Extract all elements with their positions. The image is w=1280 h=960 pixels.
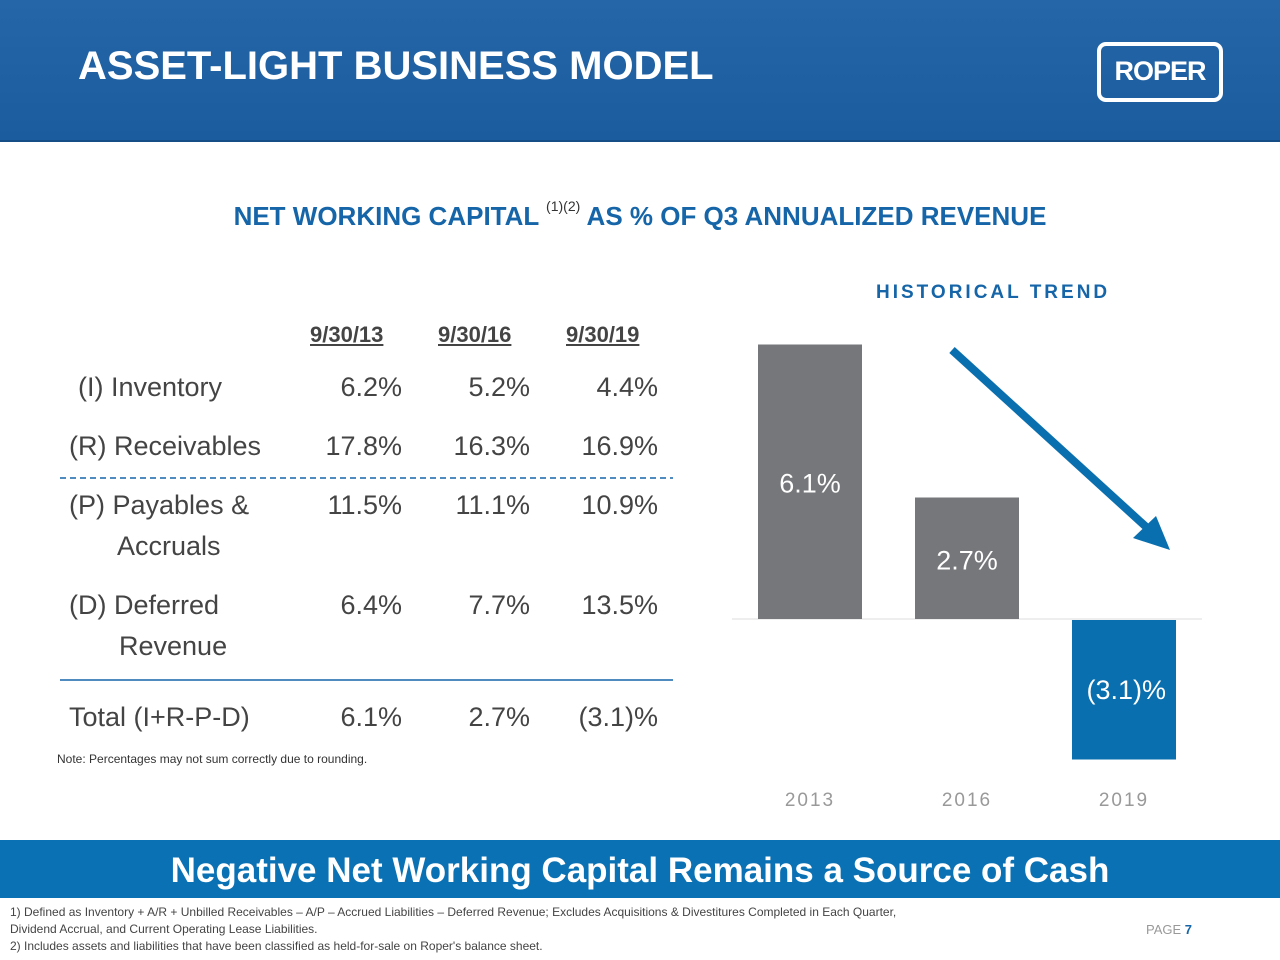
data-label: 6.1% bbox=[779, 469, 841, 499]
x-tick-label: 2016 bbox=[942, 790, 992, 811]
table-cell: 6.4% bbox=[340, 590, 402, 620]
table-cell: 13.5% bbox=[581, 590, 658, 620]
table-note: Note: Percentages may not sum correctly … bbox=[57, 752, 368, 766]
col-header: 9/30/19 bbox=[566, 322, 640, 347]
x-tick-label: 2019 bbox=[1099, 790, 1149, 811]
chart-title: HISTORICAL TREND bbox=[876, 282, 1111, 303]
table-cell: 4.4% bbox=[596, 372, 658, 402]
row-label: (I) Inventory bbox=[78, 372, 223, 402]
col-header: 9/30/13 bbox=[310, 322, 384, 347]
table-cell: 11.5% bbox=[327, 490, 402, 520]
footnote-1-cont: Dividend Accrual, and Current Operating … bbox=[10, 922, 318, 936]
bar-2013 bbox=[758, 344, 862, 619]
table-cell: 6.1% bbox=[340, 702, 402, 732]
subtitle-post: AS % OF Q3 ANNUALIZED REVENUE bbox=[586, 201, 1047, 231]
footnote-1: 1) Defined as Inventory + A/R + Unbilled… bbox=[10, 905, 897, 919]
roper-logo: ROPER bbox=[1097, 42, 1223, 102]
table-cell: 7.7% bbox=[468, 590, 530, 620]
data-label: 2.7% bbox=[936, 546, 998, 576]
subtitle-pre: NET WORKING CAPITAL bbox=[233, 201, 539, 231]
table-cell: 6.2% bbox=[340, 372, 402, 402]
table-cell: 16.3% bbox=[453, 431, 530, 461]
conclusion-banner: Negative Net Working Capital Remains a S… bbox=[0, 840, 1280, 898]
page-number: PAGE 7 bbox=[1146, 922, 1193, 937]
table-cell: 16.9% bbox=[581, 431, 658, 461]
row-label: (D) Deferred bbox=[69, 590, 220, 620]
row-label: Revenue bbox=[119, 631, 228, 661]
table-cell: 17.8% bbox=[325, 431, 402, 461]
row-label: (P) Payables & bbox=[69, 490, 250, 520]
footnote-2: 2) Includes assets and liabilities that … bbox=[10, 939, 543, 953]
table-cell: (3.1)% bbox=[578, 702, 658, 732]
col-header: 9/30/16 bbox=[438, 322, 512, 347]
subtitle: NET WORKING CAPITAL (1)(2) AS % OF Q3 AN… bbox=[0, 198, 1280, 232]
table-cell: 11.1% bbox=[455, 490, 530, 520]
data-label: (3.1)% bbox=[1086, 675, 1166, 705]
table-cell: 5.2% bbox=[468, 372, 530, 402]
row-label: Total (I+R-P-D) bbox=[69, 702, 250, 732]
bar-2016 bbox=[915, 497, 1019, 619]
bar-2019 bbox=[1072, 620, 1176, 760]
x-tick-label: 2013 bbox=[785, 790, 835, 811]
trend-arrowhead-icon bbox=[1133, 516, 1170, 550]
table-cell: 2.7% bbox=[468, 702, 530, 732]
row-label: (R) Receivables bbox=[69, 431, 262, 461]
header-band: ASSET-LIGHT BUSINESS MODEL ROPER bbox=[0, 0, 1280, 142]
page-title: ASSET-LIGHT BUSINESS MODEL bbox=[78, 44, 714, 88]
trend-arrow-icon bbox=[949, 347, 1158, 538]
table-cell: 10.9% bbox=[581, 490, 658, 520]
footnote-ref: (1)(2) bbox=[546, 198, 581, 214]
row-label: Accruals bbox=[117, 531, 221, 561]
